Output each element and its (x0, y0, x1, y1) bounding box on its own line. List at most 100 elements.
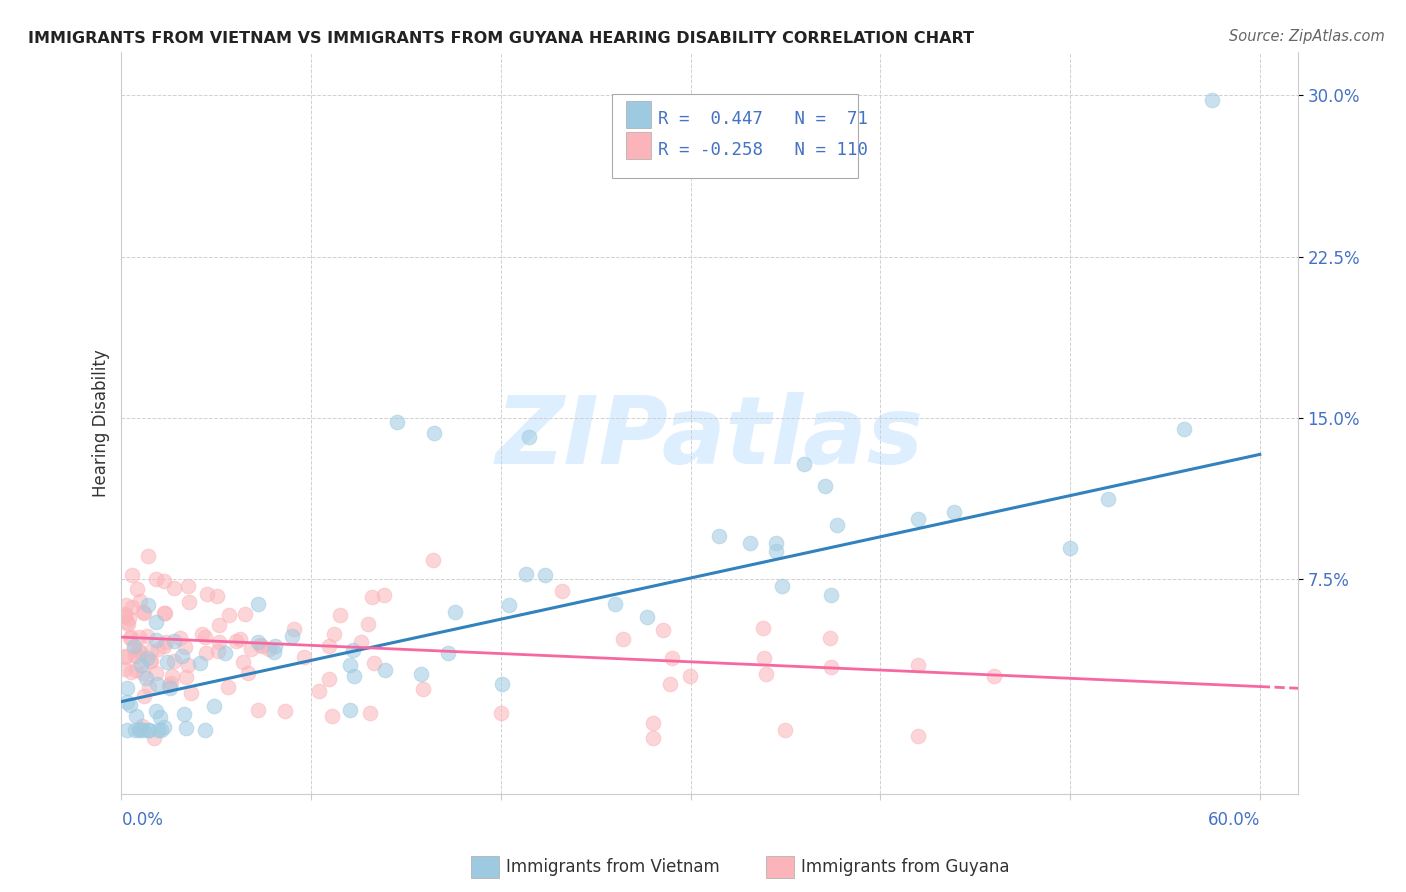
Point (153, 574, 176, 589)
Point (827, 517, 849, 532)
Point (145, 632, 167, 647)
Point (156, 655, 179, 669)
Text: ZIPatlas: ZIPatlas (495, 392, 924, 484)
Point (339, 657, 361, 672)
Point (1201, 93, 1223, 107)
Point (195, 587, 218, 601)
Point (308, 684, 330, 698)
Point (373, 588, 395, 602)
Point (318, 640, 340, 654)
Point (115, 695, 138, 709)
Point (194, 723, 217, 737)
Point (121, 599, 143, 614)
Point (125, 709, 148, 723)
Point (149, 710, 172, 724)
Point (820, 588, 842, 602)
Point (180, 686, 202, 700)
Point (190, 656, 212, 670)
Point (214, 646, 236, 660)
Point (163, 634, 186, 648)
Point (136, 651, 159, 665)
Point (139, 655, 162, 669)
Point (385, 415, 408, 429)
Text: 0.0%: 0.0% (121, 811, 163, 830)
Point (138, 680, 160, 694)
Point (163, 581, 186, 595)
Point (124, 723, 146, 737)
Point (1173, 422, 1195, 436)
Point (517, 430, 540, 444)
Point (250, 639, 273, 653)
Point (172, 648, 194, 663)
Point (240, 642, 263, 657)
Point (339, 703, 361, 717)
Point (765, 535, 787, 549)
Point (515, 566, 537, 581)
Point (907, 512, 929, 526)
Point (131, 719, 153, 733)
Point (129, 658, 152, 673)
Point (423, 425, 446, 440)
Point (134, 607, 156, 621)
Point (233, 607, 256, 621)
Point (208, 634, 231, 648)
Point (360, 590, 382, 604)
Point (294, 649, 316, 664)
Point (236, 665, 259, 680)
Point (246, 598, 269, 612)
Point (160, 676, 183, 690)
Point (218, 607, 240, 622)
Point (114, 649, 136, 664)
Point (661, 651, 683, 665)
Point (612, 632, 634, 647)
Point (1059, 541, 1081, 555)
Point (318, 672, 340, 686)
Point (114, 662, 136, 676)
Text: Immigrants from Vietnam: Immigrants from Vietnam (506, 858, 720, 876)
Point (129, 593, 152, 607)
Point (125, 663, 148, 677)
Point (322, 627, 344, 641)
Point (818, 631, 841, 645)
Text: R = -0.258   N = 110: R = -0.258 N = 110 (658, 141, 868, 159)
Point (350, 635, 373, 649)
Text: Immigrants from Guyana: Immigrants from Guyana (801, 858, 1010, 876)
Point (153, 639, 176, 653)
Point (174, 721, 197, 735)
Point (173, 706, 195, 721)
Point (124, 649, 146, 664)
Point (359, 706, 381, 720)
Point (659, 676, 682, 690)
Point (249, 638, 271, 652)
Point (641, 716, 664, 731)
Point (159, 678, 181, 692)
Text: R =  0.447   N =  71: R = 0.447 N = 71 (658, 110, 868, 128)
Point (128, 644, 150, 658)
Point (177, 578, 200, 592)
Point (132, 723, 155, 737)
Point (118, 611, 141, 625)
Point (122, 641, 145, 656)
Point (125, 648, 148, 663)
Point (943, 505, 966, 519)
Point (755, 666, 778, 681)
Point (533, 567, 555, 582)
Point (202, 698, 225, 713)
Point (138, 723, 160, 737)
Point (115, 598, 138, 612)
Point (146, 677, 169, 691)
Point (124, 639, 146, 653)
Point (120, 665, 142, 679)
Point (145, 615, 167, 629)
Point (121, 568, 143, 582)
Point (641, 731, 664, 745)
Y-axis label: Hearing Disability: Hearing Disability (93, 350, 110, 497)
Point (125, 582, 148, 596)
Point (342, 643, 364, 657)
Point (194, 646, 217, 660)
Text: Source: ZipAtlas.com: Source: ZipAtlas.com (1229, 29, 1385, 44)
Point (793, 458, 815, 472)
Point (444, 605, 467, 619)
Point (149, 723, 172, 737)
Point (907, 658, 929, 673)
